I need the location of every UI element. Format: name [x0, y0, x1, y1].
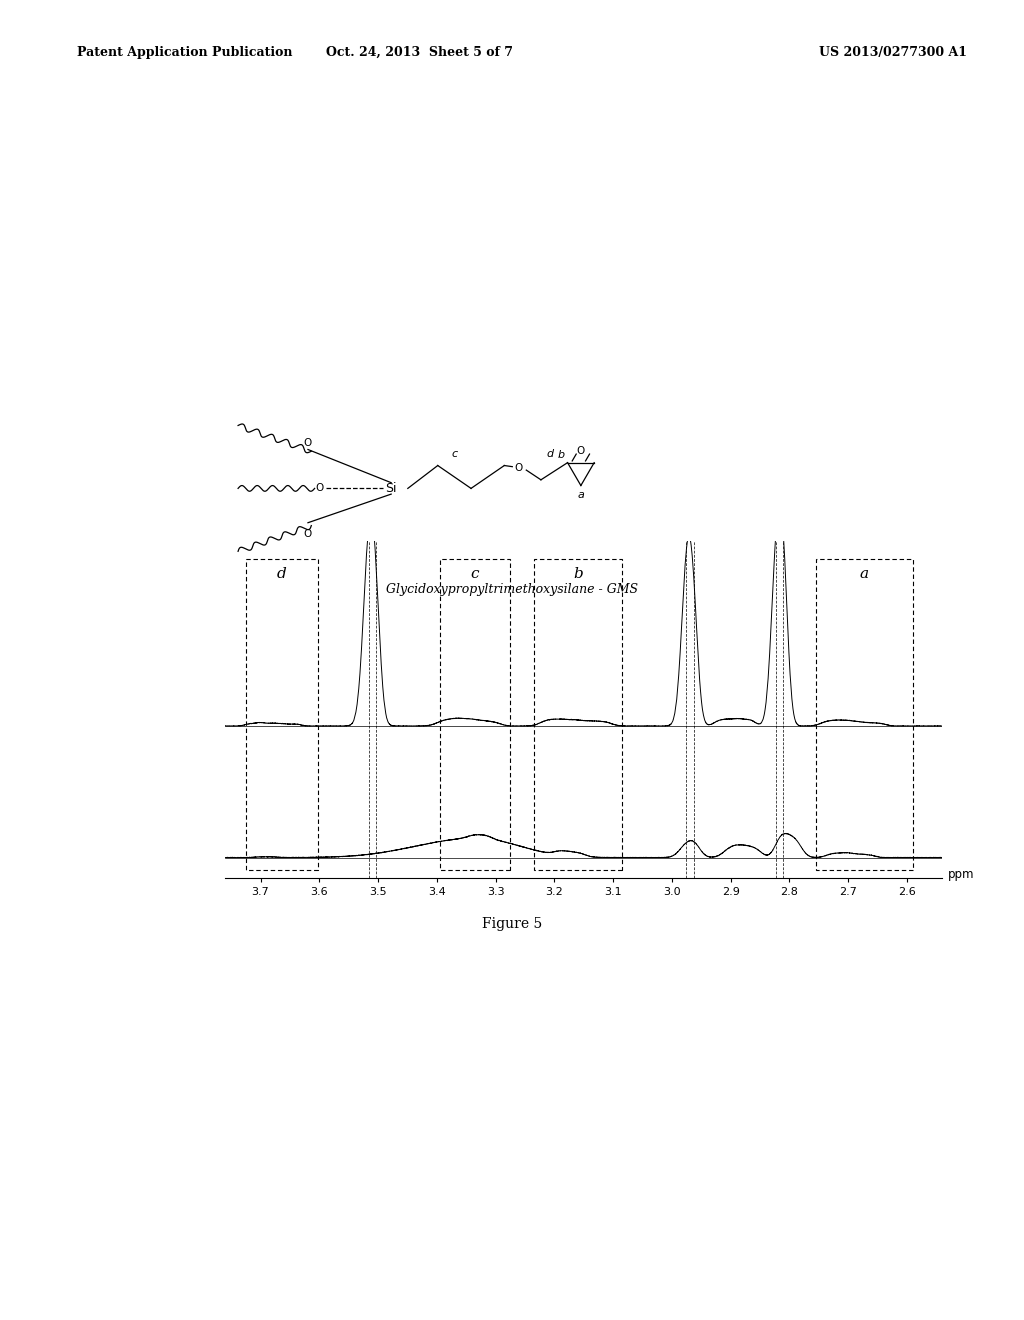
Text: Oct. 24, 2013  Sheet 5 of 7: Oct. 24, 2013 Sheet 5 of 7 [327, 46, 513, 59]
Text: c: c [471, 566, 479, 581]
Text: a: a [860, 566, 868, 581]
Text: ppm: ppm [948, 867, 975, 880]
Text: d: d [276, 566, 287, 581]
Bar [816, 558, 912, 870]
Text: Patent Application Publication: Patent Application Publication [77, 46, 292, 59]
Bar [246, 558, 317, 870]
Text: b: b [557, 450, 564, 461]
Text: O: O [304, 529, 312, 539]
Text: d: d [546, 449, 553, 459]
Text: Si: Si [385, 482, 397, 495]
Bar [439, 558, 510, 870]
Text: US 2013/0277300 A1: US 2013/0277300 A1 [819, 46, 968, 59]
Text: a: a [578, 490, 585, 500]
Text: O: O [577, 446, 585, 457]
Text: b: b [573, 566, 583, 581]
Text: c: c [452, 449, 458, 459]
Text: Glycidoxypropyltrimethoxysilane - GMS: Glycidoxypropyltrimethoxysilane - GMS [386, 583, 638, 597]
Bar [534, 558, 622, 870]
Text: O: O [304, 438, 312, 447]
Text: Figure 5: Figure 5 [482, 917, 542, 932]
Text: O: O [315, 483, 324, 494]
Text: O: O [515, 463, 523, 474]
